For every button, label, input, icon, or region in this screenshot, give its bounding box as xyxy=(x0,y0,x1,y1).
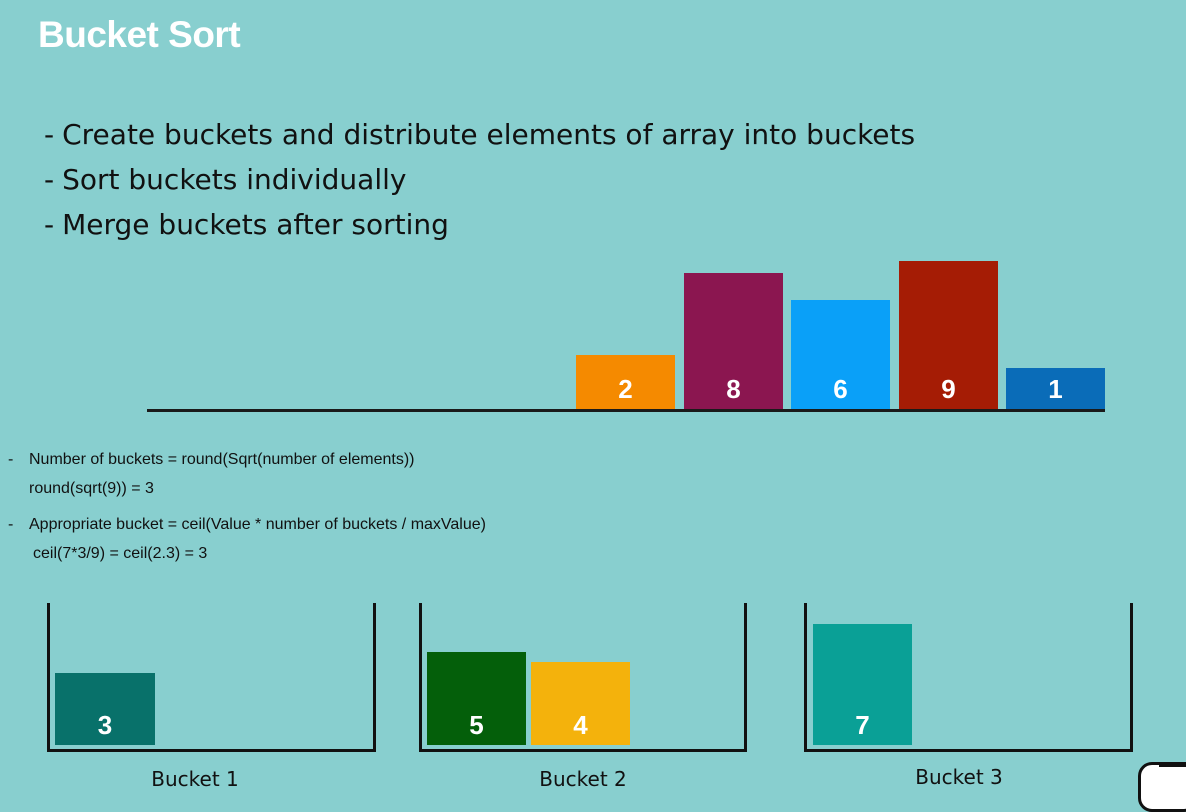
bullet-dash: - xyxy=(44,208,55,241)
array-bar-label: 2 xyxy=(618,374,633,404)
bucket-item-label: 7 xyxy=(855,710,870,740)
step-text: Merge buckets after sorting xyxy=(62,208,449,241)
bucket-2-item-2: 4 xyxy=(531,662,630,745)
corner-device-icon xyxy=(1138,762,1186,812)
bucket-3-item-1: 7 xyxy=(813,624,912,745)
bullet-dash: - xyxy=(44,118,55,151)
step-text: Sort buckets individually xyxy=(62,163,407,196)
bucket-item-label: 5 xyxy=(469,710,484,740)
bucket-2 xyxy=(419,603,747,752)
bucket-2-caption: Bucket 2 xyxy=(539,767,627,791)
bucket-2-item-1: 5 xyxy=(427,652,526,745)
array-bar-label: 8 xyxy=(726,374,741,404)
bucket-1-item-1: 3 xyxy=(55,673,155,745)
array-bar-4: 9 xyxy=(899,261,998,409)
array-bar-2: 8 xyxy=(684,273,783,409)
step-item: - Merge buckets after sorting xyxy=(44,202,915,247)
array-bar-label: 1 xyxy=(1048,374,1063,404)
bucket-1 xyxy=(47,603,376,752)
num-buckets-formula: Number of buckets = round(Sqrt(number of… xyxy=(29,451,415,468)
bucket-item-label: 3 xyxy=(97,710,113,740)
array-bar-3: 6 xyxy=(791,300,890,409)
array-bar-label: 6 xyxy=(833,374,848,404)
formula-dash-1: - xyxy=(8,451,14,468)
bucket-3-caption: Bucket 3 xyxy=(915,765,1003,789)
array-baseline xyxy=(147,409,1105,412)
array-bar-1: 2 xyxy=(576,355,675,409)
bucket-1-caption: Bucket 1 xyxy=(151,767,239,791)
appropriate-bucket-formula: Appropriate bucket = ceil(Value * number… xyxy=(29,516,486,533)
bucket-item-label: 4 xyxy=(573,710,588,740)
array-bar-5: 1 xyxy=(1006,368,1105,409)
num-buckets-example: round(sqrt(9)) = 3 xyxy=(29,480,154,497)
formula-dash-2: - xyxy=(8,516,14,533)
bullet-dash: - xyxy=(44,163,55,196)
step-item: - Sort buckets individually xyxy=(44,157,915,202)
step-item: - Create buckets and distribute elements … xyxy=(44,112,915,157)
appropriate-bucket-example: ceil(7*3/9) = ceil(2.3) = 3 xyxy=(33,545,208,562)
slide-title: Bucket Sort xyxy=(38,14,241,55)
array-bar-label: 9 xyxy=(941,374,956,404)
step-text: Create buckets and distribute elements o… xyxy=(62,118,916,151)
step-list: - Create buckets and distribute elements … xyxy=(44,112,915,247)
bucket-3 xyxy=(804,603,1133,752)
